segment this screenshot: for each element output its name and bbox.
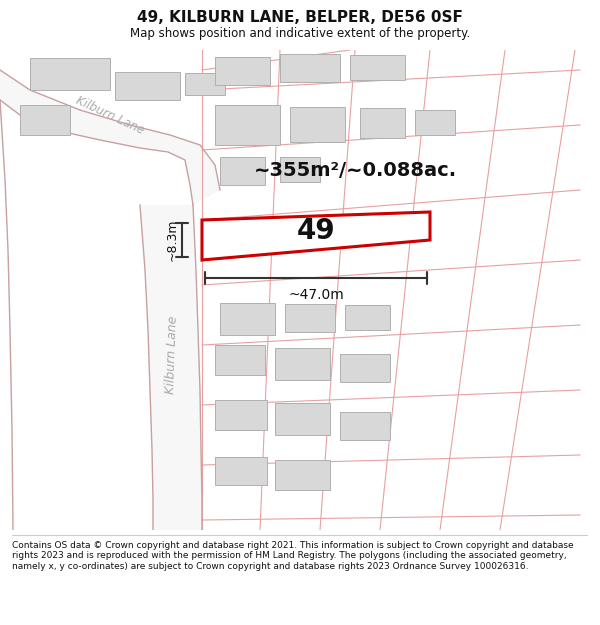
Bar <box>30 58 110 90</box>
Bar <box>275 460 330 490</box>
Text: Contains OS data © Crown copyright and database right 2021. This information is : Contains OS data © Crown copyright and d… <box>12 541 574 571</box>
Bar <box>285 304 335 332</box>
Bar <box>345 305 390 330</box>
Bar <box>275 348 330 380</box>
Bar <box>280 54 340 82</box>
Bar <box>215 57 270 85</box>
Bar <box>290 107 345 142</box>
Bar <box>185 73 225 95</box>
Text: ~47.0m: ~47.0m <box>288 288 344 302</box>
Bar <box>350 55 405 80</box>
Bar <box>215 457 267 485</box>
Bar <box>275 403 330 435</box>
Bar <box>215 400 267 430</box>
Text: ~8.3m: ~8.3m <box>166 219 179 261</box>
Bar <box>340 354 390 382</box>
Bar <box>215 345 265 375</box>
Bar <box>220 157 265 185</box>
Bar <box>115 72 180 100</box>
Polygon shape <box>202 212 430 260</box>
Bar <box>215 105 280 145</box>
Text: 49: 49 <box>296 217 335 245</box>
Text: Kilburn Lane: Kilburn Lane <box>164 316 180 394</box>
Bar <box>415 110 455 135</box>
Text: 49, KILBURN LANE, BELPER, DE56 0SF: 49, KILBURN LANE, BELPER, DE56 0SF <box>137 10 463 25</box>
Polygon shape <box>0 70 220 205</box>
Bar <box>360 108 405 138</box>
Bar <box>340 412 390 440</box>
Bar <box>20 105 70 135</box>
Bar <box>220 303 275 335</box>
Text: ~355m²/~0.088ac.: ~355m²/~0.088ac. <box>253 161 457 179</box>
Polygon shape <box>140 205 202 530</box>
Bar <box>280 157 320 182</box>
Text: Map shows position and indicative extent of the property.: Map shows position and indicative extent… <box>130 27 470 40</box>
Text: Kilburn Lane: Kilburn Lane <box>74 94 146 136</box>
